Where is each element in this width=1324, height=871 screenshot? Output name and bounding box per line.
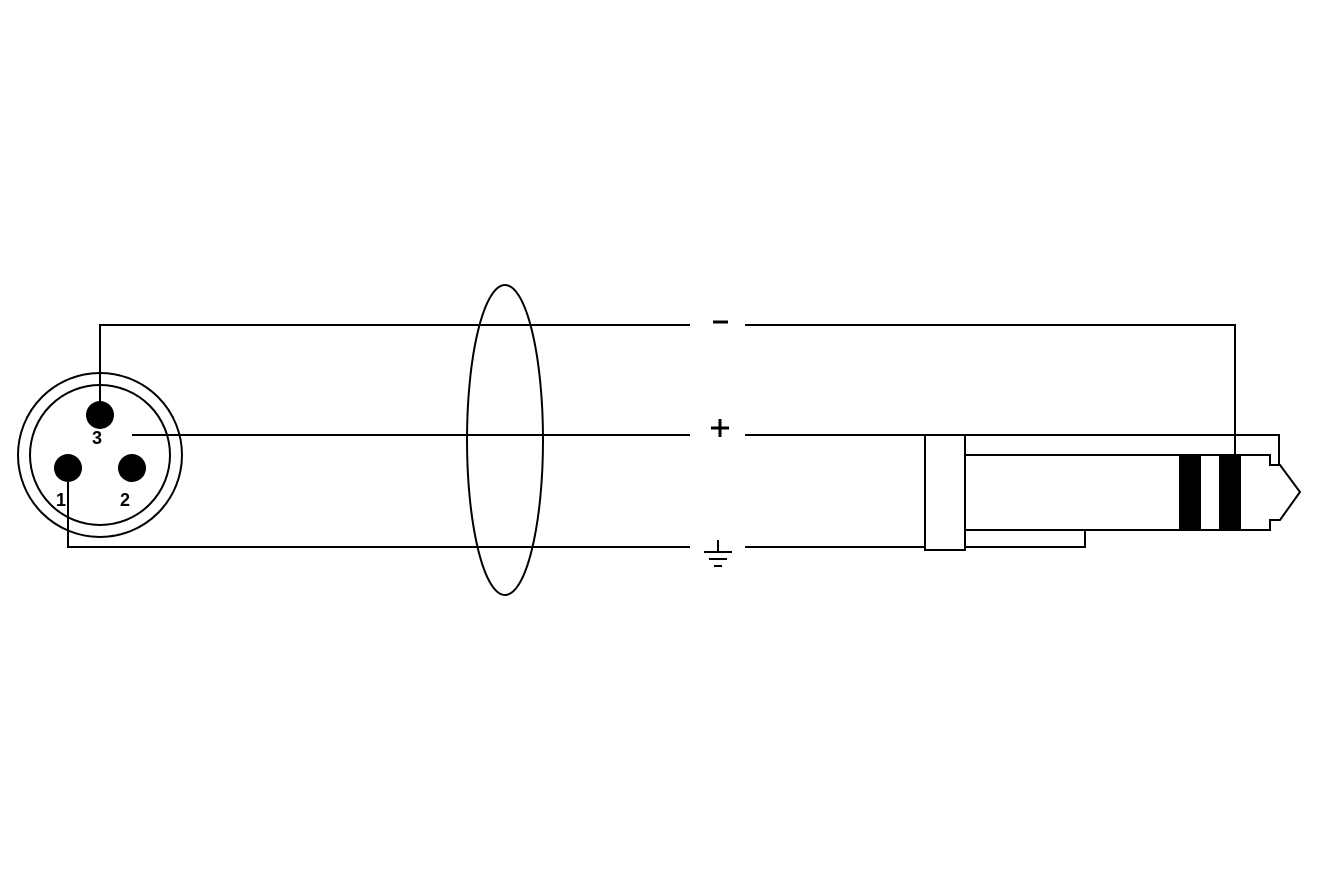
cable-shield bbox=[467, 285, 543, 595]
pin-2-label: 2 bbox=[120, 490, 130, 511]
pin-3-label: 3 bbox=[92, 428, 102, 449]
trs-connector bbox=[925, 435, 1300, 550]
wiring-diagram bbox=[0, 0, 1324, 871]
xlr-pin-2 bbox=[118, 454, 146, 482]
ground-symbol bbox=[704, 540, 732, 566]
pin-1-label: 1 bbox=[56, 490, 66, 511]
xlr-pin-1 bbox=[54, 454, 82, 482]
wire-cold bbox=[100, 325, 1235, 462]
